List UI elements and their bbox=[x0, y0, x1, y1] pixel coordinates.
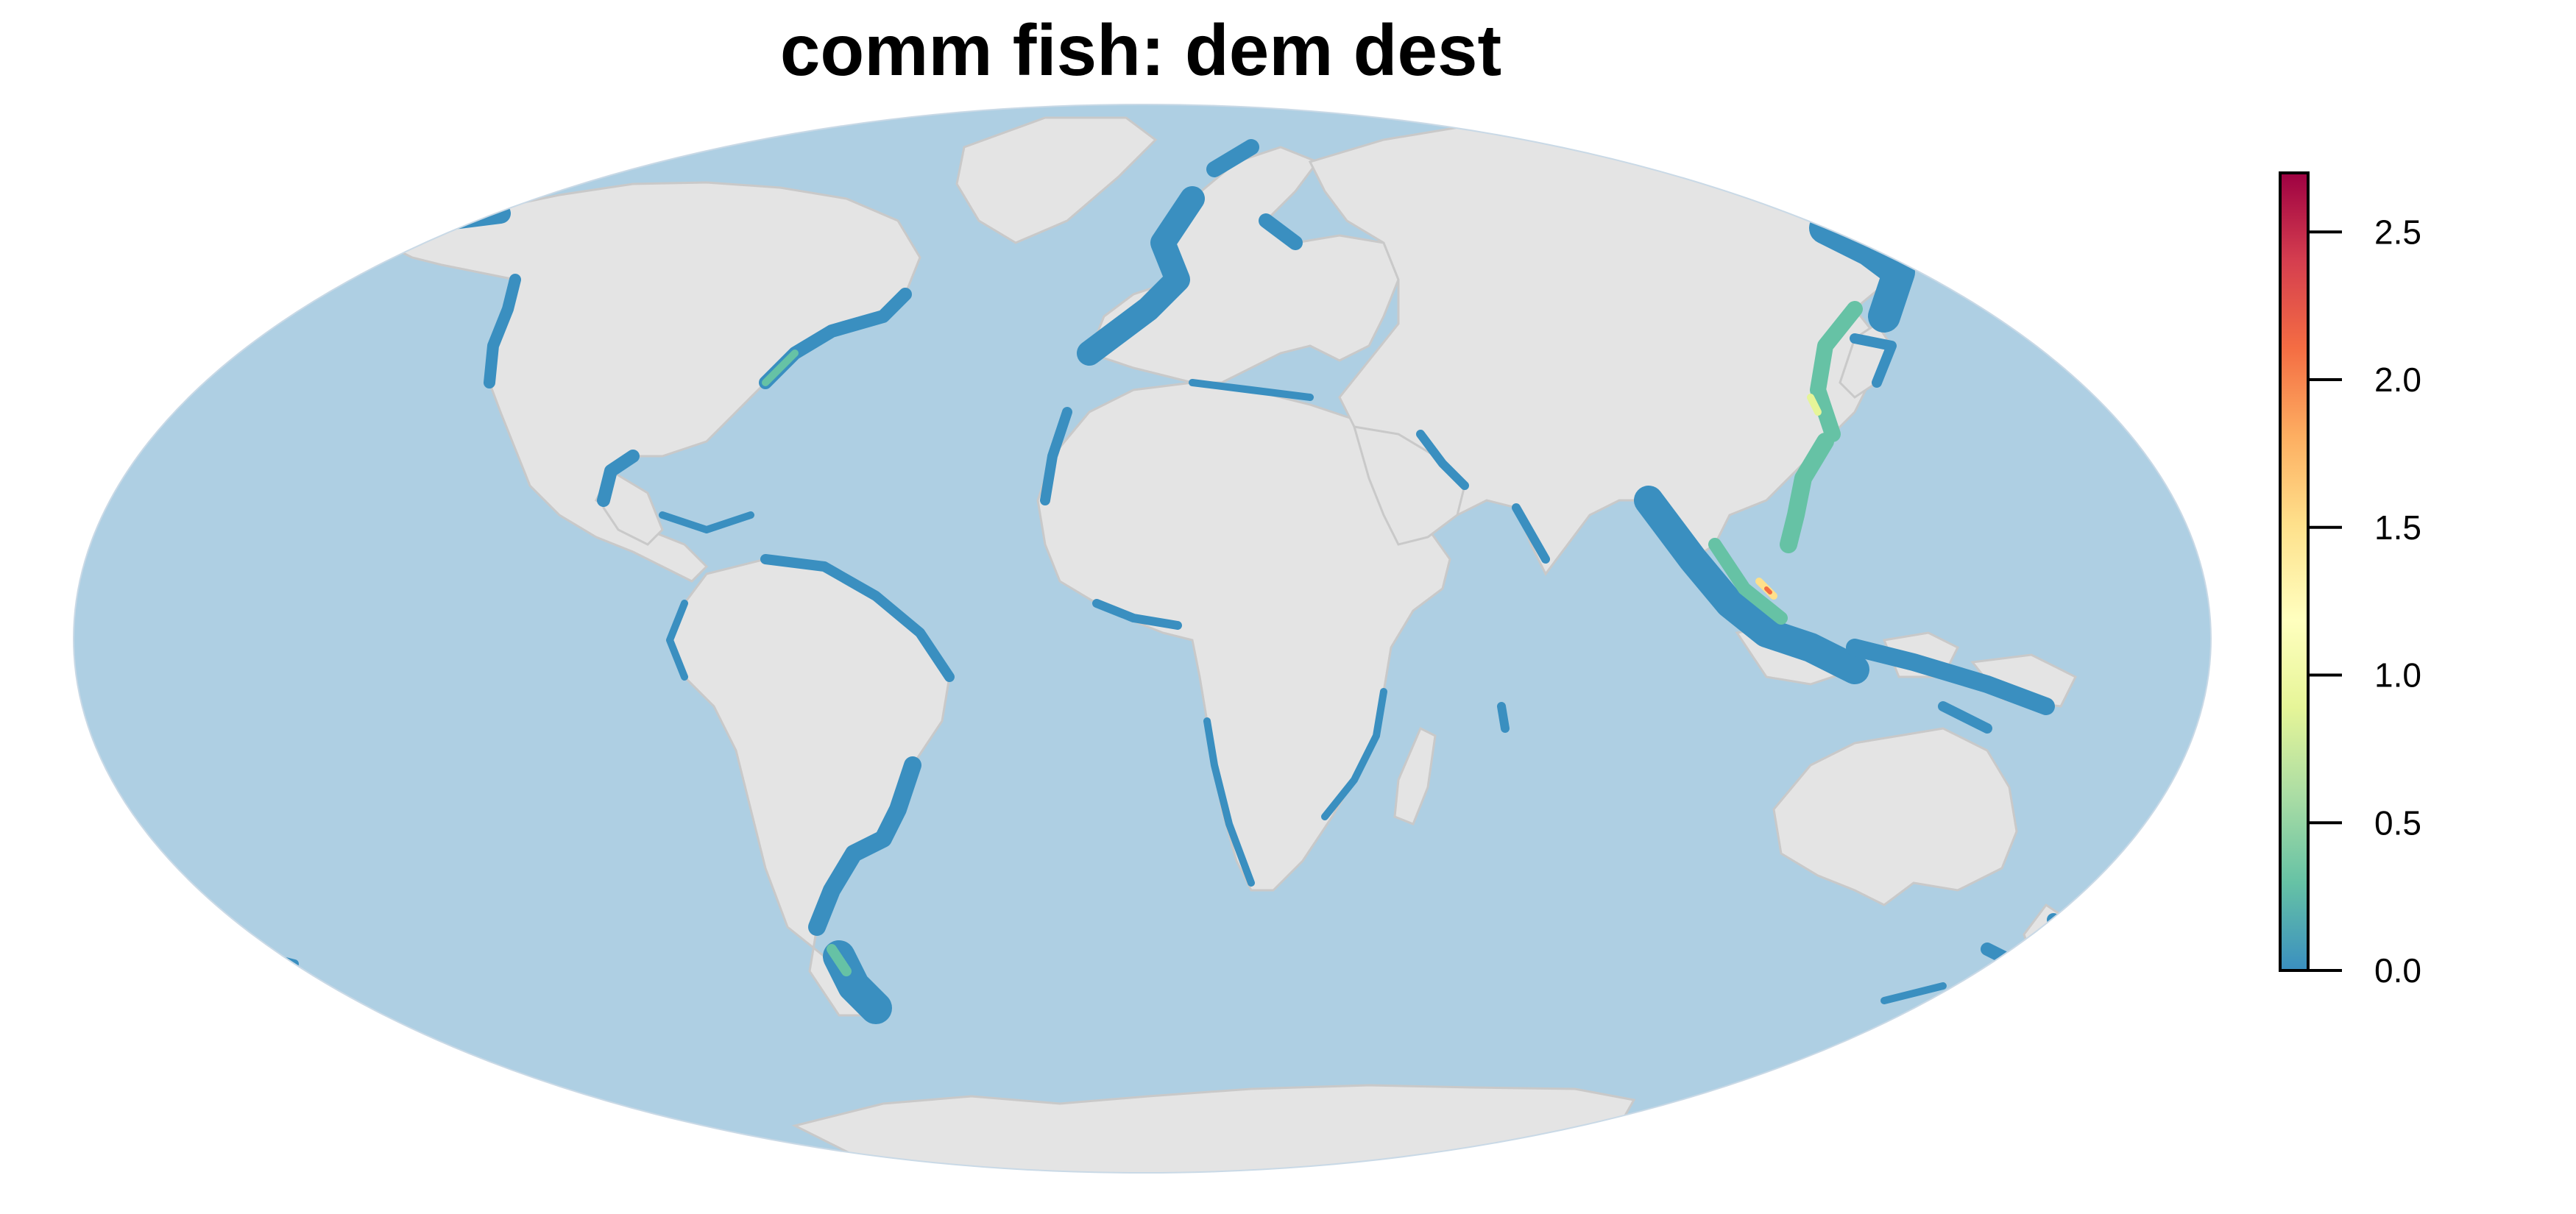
map-title: comm fish: dem dest bbox=[779, 10, 1502, 90]
globe-outline bbox=[73, 104, 2212, 1174]
fishing-intensity-layer bbox=[261, 139, 2067, 1024]
legend-tick-label: 2.5 bbox=[2374, 213, 2421, 251]
land-madagascar bbox=[1393, 726, 1437, 826]
legend-ticks: 0.0 0.5 1.0 1.5 2.0 2.5 bbox=[2308, 213, 2421, 990]
legend-tick-label: 0.5 bbox=[2374, 803, 2421, 842]
legend-tick-label: 2.0 bbox=[2374, 361, 2421, 399]
land-australia bbox=[1772, 727, 2018, 906]
land-greenland bbox=[955, 116, 1158, 244]
land-arabia bbox=[1352, 425, 1466, 546]
legend-color-bar bbox=[2279, 171, 2310, 972]
legend: 0.0 0.5 1.0 1.5 2.0 2.5 bbox=[2279, 171, 2421, 990]
legend-tick-label: 1.0 bbox=[2374, 656, 2421, 695]
legend-tick-label: 0.0 bbox=[2374, 951, 2421, 990]
legend-tick-label: 1.5 bbox=[2374, 508, 2421, 547]
land-central-america bbox=[602, 469, 664, 546]
